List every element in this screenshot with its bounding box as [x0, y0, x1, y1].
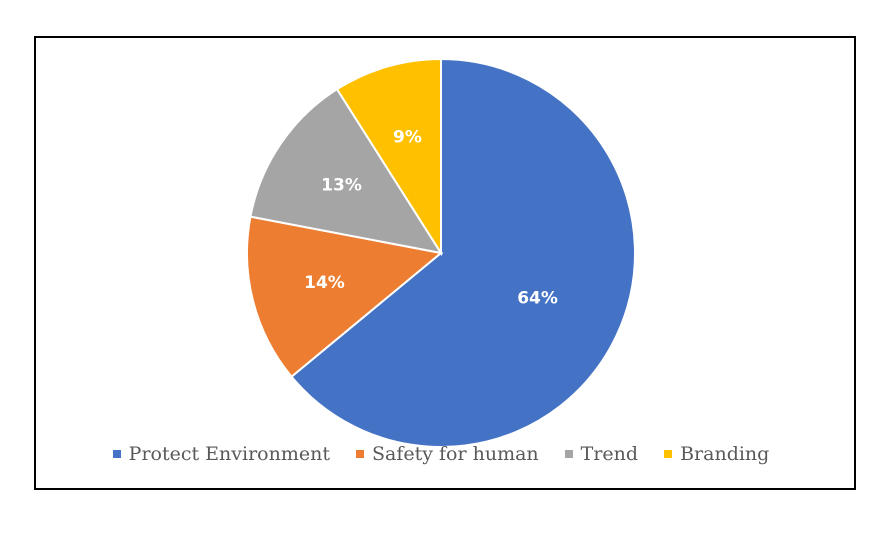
- data-label-branding: 9%: [393, 127, 422, 147]
- pie-slice-branding: [335, 57, 442, 257]
- legend-item-safety-for-human: Safety for human: [355, 443, 539, 465]
- legend-item-branding: Branding: [664, 443, 769, 465]
- data-label-safety-for-human: 14%: [304, 273, 345, 293]
- legend-label: Trend: [580, 443, 639, 465]
- pie-slice-protect-environment: [290, 57, 636, 448]
- legend-label: Safety for human: [371, 443, 539, 465]
- pie-slices: [246, 57, 636, 448]
- pie-slice-trend: [249, 87, 444, 255]
- legend-swatch: [355, 450, 364, 458]
- legend-item-trend: Trend: [564, 443, 639, 465]
- legend-swatch: [564, 450, 573, 458]
- data-label-protect-environment: 64%: [517, 288, 558, 308]
- legend: Protect Environment Safety for human Tre…: [0, 443, 882, 465]
- legend-swatch: [112, 450, 121, 458]
- data-label-trend: 13%: [321, 175, 362, 195]
- pie-slice-safety-for-human: [246, 215, 444, 379]
- legend-label: Branding: [680, 443, 770, 465]
- legend-item-protect-environment: Protect Environment: [112, 443, 330, 465]
- pie-data-labels: 64% 14% 13% 9%: [304, 127, 558, 308]
- legend-label: Protect Environment: [128, 443, 330, 465]
- legend-swatch: [664, 450, 673, 458]
